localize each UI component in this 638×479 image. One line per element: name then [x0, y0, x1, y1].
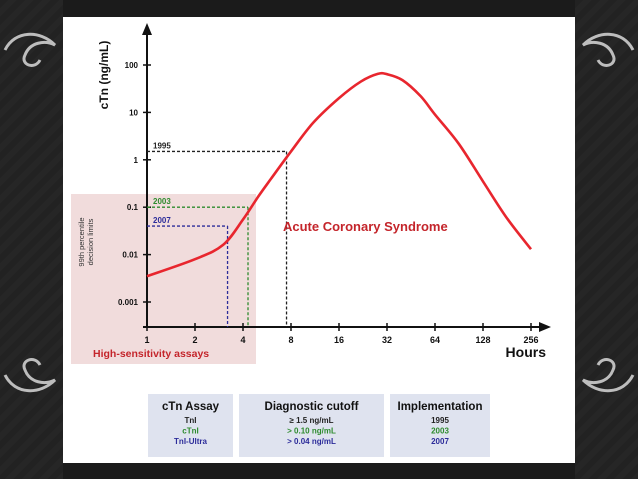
right-frame-panel: [575, 0, 638, 479]
table-cell-1-cutoff: > 0.10 ng/mL: [287, 427, 336, 436]
table-cell-2-year: 2007: [431, 437, 449, 446]
ornament-top-left-icon: [3, 32, 57, 67]
series-label-acs: Acute Coronary Syndrome: [283, 219, 448, 234]
x-tick-label-7: 128: [475, 335, 490, 345]
x-tick-label-0: 1: [144, 335, 149, 345]
y-tick-label-4: 10: [129, 108, 138, 117]
y-tick-label-5: 100: [125, 61, 139, 70]
troponin-chart: 99th percentile decision limits 0.0010.0…: [71, 23, 551, 457]
x-tick-label-8: 256: [523, 335, 538, 345]
y-tick-label-0: 0.001: [118, 298, 139, 307]
table-cell-1-year: 2003: [431, 427, 449, 436]
x-tick-label-6: 64: [430, 335, 440, 345]
ornament-bottom-right-icon: [581, 358, 635, 393]
y-tick-label-2: 0.1: [127, 203, 139, 212]
table-header-1: Diagnostic cutoff: [265, 401, 359, 413]
table-header-0: cTn Assay: [162, 401, 220, 413]
table-cell-0-assay: TnI: [185, 416, 197, 425]
table-cell-1-assay: cTnI: [182, 427, 198, 436]
x-tick-label-1: 2: [192, 335, 197, 345]
cutoff-year-label-2003: 2003: [153, 197, 171, 206]
x-axis-arrow-icon: [539, 322, 551, 332]
table-cell-2-cutoff: > 0.04 ng/mL: [287, 437, 336, 446]
x-tick-label-4: 16: [334, 335, 344, 345]
high-sensitivity-region: [71, 194, 256, 364]
percentile-label-line2: decision limits: [86, 218, 95, 265]
ornament-top-right-icon: [581, 32, 635, 67]
table-column-0: [148, 394, 233, 457]
x-tick-label-2: 4: [240, 335, 245, 345]
x-axis-label: Hours: [506, 344, 547, 360]
cutoff-year-label-2007: 2007: [153, 216, 171, 225]
assay-table: cTn Assay Diagnostic cutoff Implementation…: [148, 394, 490, 457]
axes: 0.001 0.01 0.1 1 10 100 1 2 4 8 16 32 64 128 256: [118, 23, 551, 345]
cutoff-lines: 1995 2003 2007: [147, 141, 288, 327]
percentile-label-line1: 99th percentile: [77, 217, 86, 266]
y-tick-label-3: 1: [134, 156, 139, 165]
table-column-2: [390, 394, 490, 457]
table-cell-2-assay: TnI-Ultra: [174, 437, 207, 446]
cutoff-year-label-1995: 1995: [153, 141, 171, 150]
slide-panel: 99th percentile decision limits 0.001 0.0…: [63, 17, 575, 463]
table-column-1: [239, 394, 384, 457]
ornament-bottom-left-icon: [3, 358, 57, 393]
acs-curve: [146, 71, 533, 278]
y-tick-label-1: 0.01: [122, 251, 138, 260]
table-cell-0-year: 1995: [431, 416, 449, 425]
table-header-2: Implementation: [398, 401, 483, 413]
left-frame-panel: [0, 0, 63, 479]
y-axis-arrow-icon: [142, 23, 152, 35]
x-tick-label-5: 32: [382, 335, 392, 345]
shaded-region-label: High-sensitivity assays: [93, 348, 209, 360]
x-tick-label-3: 8: [288, 335, 293, 345]
percentile-label: 99th percentile decision limits: [77, 217, 95, 266]
y-axis-label: cTn (ng/mL): [97, 41, 111, 110]
table-cell-0-cutoff: ≥ 1.5 ng/mL: [290, 416, 334, 425]
